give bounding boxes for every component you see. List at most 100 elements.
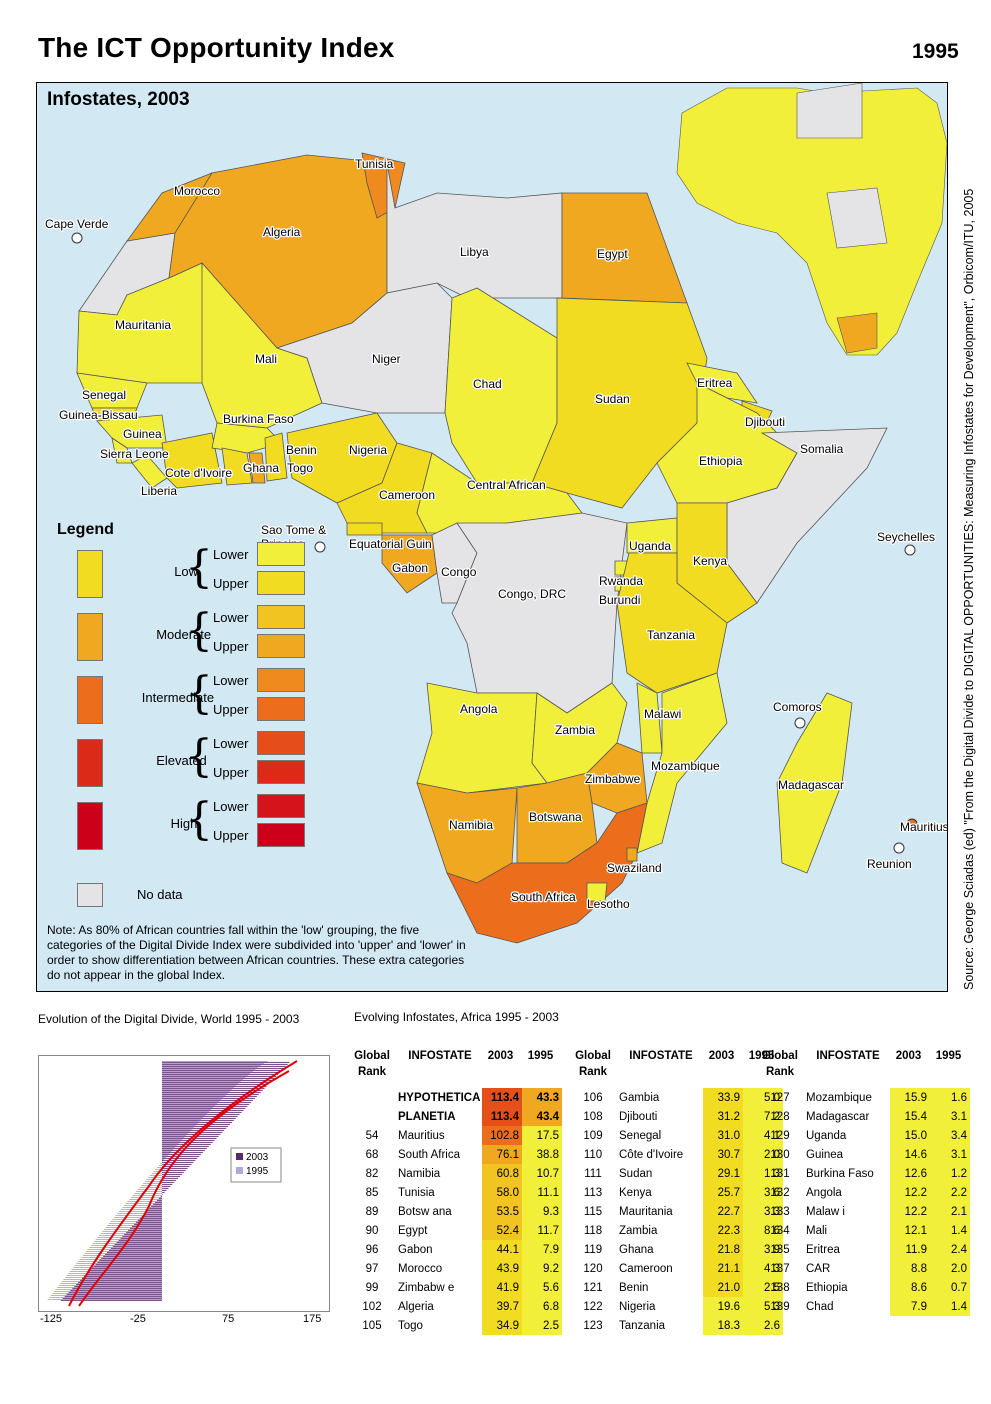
table-cell-2003: 44.1	[482, 1240, 522, 1259]
table-cell-2003: 33.9	[703, 1088, 743, 1107]
table-cell-rank: 123	[583, 1319, 603, 1332]
table-cell-rank: 109	[583, 1129, 603, 1142]
chart-bar	[162, 1113, 240, 1115]
chart-bar	[162, 1095, 226, 1096]
chart-bar	[162, 1117, 236, 1119]
table-cell-2003: 19.6	[703, 1297, 743, 1316]
country-lesotho	[586, 882, 608, 902]
chart-bar	[162, 1063, 288, 1065]
table-cell-1995: 3.3	[743, 1202, 783, 1221]
table-cell-rank: 82	[365, 1167, 379, 1180]
chart-trend-curve	[78, 1070, 290, 1307]
chart-bar	[124, 1205, 162, 1206]
chart-bar	[142, 1183, 162, 1184]
table-row: 139 Chad 7.9 1.4	[760, 1297, 970, 1316]
legend-swatch-high	[77, 802, 103, 850]
table-cell-1995: 17.5	[522, 1126, 562, 1145]
chart-plot: 2003 1995	[47, 1060, 298, 1307]
map-label-somalia: Somalia	[800, 442, 844, 456]
table-cell-rank: 118	[583, 1224, 603, 1237]
table-cell-2003: 113.4	[482, 1088, 522, 1107]
table-cell-rank: 54	[365, 1129, 379, 1142]
chart-bar	[101, 1257, 162, 1259]
table-cell-1995: 2.4	[930, 1240, 970, 1259]
table-cell-name: Tunisia	[398, 1186, 435, 1199]
chart-bar	[162, 1085, 237, 1086]
infostate-table-2: Global Rank INFOSTATE 2003 1995 106 Gambia 33.9…	[573, 1050, 783, 1335]
chart-bar	[74, 1285, 162, 1287]
map-label-drc: Congo, DRC	[498, 587, 566, 601]
chart-bar	[162, 1157, 198, 1159]
table-cell-name: Egypt	[398, 1224, 428, 1237]
map-label-niger: Niger	[372, 352, 401, 366]
chart-bar	[162, 1191, 165, 1193]
chart-bar	[90, 1245, 162, 1246]
chart-bar	[162, 1189, 167, 1191]
chart-bar	[55, 1289, 162, 1290]
table-cell-2003: 58.0	[482, 1183, 522, 1202]
chart-bar	[119, 1211, 162, 1212]
chart-bar	[162, 1071, 253, 1072]
country-angola	[416, 682, 548, 794]
legend-lower-swatch	[257, 668, 305, 692]
chart-bar	[85, 1273, 162, 1275]
legend-nodata-label: No data	[137, 887, 183, 902]
map-label-ghana: Ghana	[243, 461, 279, 475]
table-cell-1995: 43.4	[522, 1107, 562, 1126]
table-cell-name: Mozambique	[806, 1091, 872, 1104]
table-cell-rank: 133	[770, 1205, 790, 1218]
chart-bar	[131, 1225, 162, 1227]
legend-label-low: Low	[174, 564, 199, 579]
table-cell-2003: 12.1	[890, 1221, 930, 1240]
chart-bar	[77, 1261, 162, 1262]
table-cell-2003: 34.9	[482, 1316, 522, 1335]
table-cell-1995: 43.3	[522, 1088, 562, 1107]
chart-bar	[160, 1195, 162, 1197]
source-credit: Source: George Sciadas (ed) "From the Di…	[962, 189, 976, 1000]
country-mozambique	[636, 672, 728, 854]
table-cell-name: Chad	[806, 1300, 834, 1313]
table-cell-name: Togo	[398, 1319, 423, 1332]
chart-bar	[50, 1295, 163, 1296]
chart-bar	[162, 1167, 188, 1169]
map-label-djibouti: Djibouti	[745, 415, 785, 429]
table-cell-name: Mali	[806, 1224, 828, 1237]
chart-bar	[155, 1169, 162, 1170]
country-namibia	[416, 782, 518, 884]
chart-bar	[162, 1081, 241, 1082]
table-header: INFOSTATE	[629, 1050, 693, 1062]
map-label-seychelles: Seychelles	[877, 530, 935, 544]
chart-bar	[130, 1197, 162, 1198]
chart-legend-label: 2003	[246, 1152, 269, 1163]
chart-bar	[162, 1193, 163, 1195]
table-cell-2003: 52.4	[482, 1221, 522, 1240]
map-label-zambia: Zambia	[555, 723, 595, 737]
chart-bar	[162, 1071, 280, 1073]
legend-lower-label: Lower	[213, 610, 249, 625]
chart-bar	[99, 1259, 162, 1261]
map-panel: Cape Verde Morocco Algeria Tunisia Libya Egyp…	[36, 82, 948, 992]
chart-bar	[115, 1215, 162, 1216]
chart-bar	[143, 1213, 162, 1215]
table-row: HYPOTHETICA 113.4 43.3	[352, 1088, 562, 1107]
table-header: 1995	[935, 1050, 962, 1062]
chart-bar	[162, 1103, 250, 1105]
chart-bar	[139, 1217, 162, 1219]
table-cell-name: Senegal	[619, 1129, 662, 1142]
table-cell-rank: 128	[770, 1110, 790, 1123]
chart-bar	[80, 1279, 162, 1281]
table-cell-1995: 3.1	[930, 1145, 970, 1164]
legend-upper-label: Upper	[213, 702, 249, 717]
chart-bar	[162, 1121, 200, 1122]
mini-africa-map	[676, 83, 947, 356]
map-label-namibia: Namibia	[449, 818, 493, 832]
table-cell-rank: 115	[583, 1205, 603, 1218]
chart-bar	[162, 1159, 196, 1161]
chart-bar	[69, 1271, 162, 1272]
chart-bar	[151, 1205, 162, 1207]
table-cell-2003: 8.6	[890, 1278, 930, 1297]
table-cell-name: Algeria	[398, 1300, 434, 1313]
table-row: 113 Kenya 25.7 3.6	[573, 1183, 783, 1202]
table-cell-rank: 85	[365, 1186, 379, 1199]
chart-bar	[83, 1275, 162, 1277]
